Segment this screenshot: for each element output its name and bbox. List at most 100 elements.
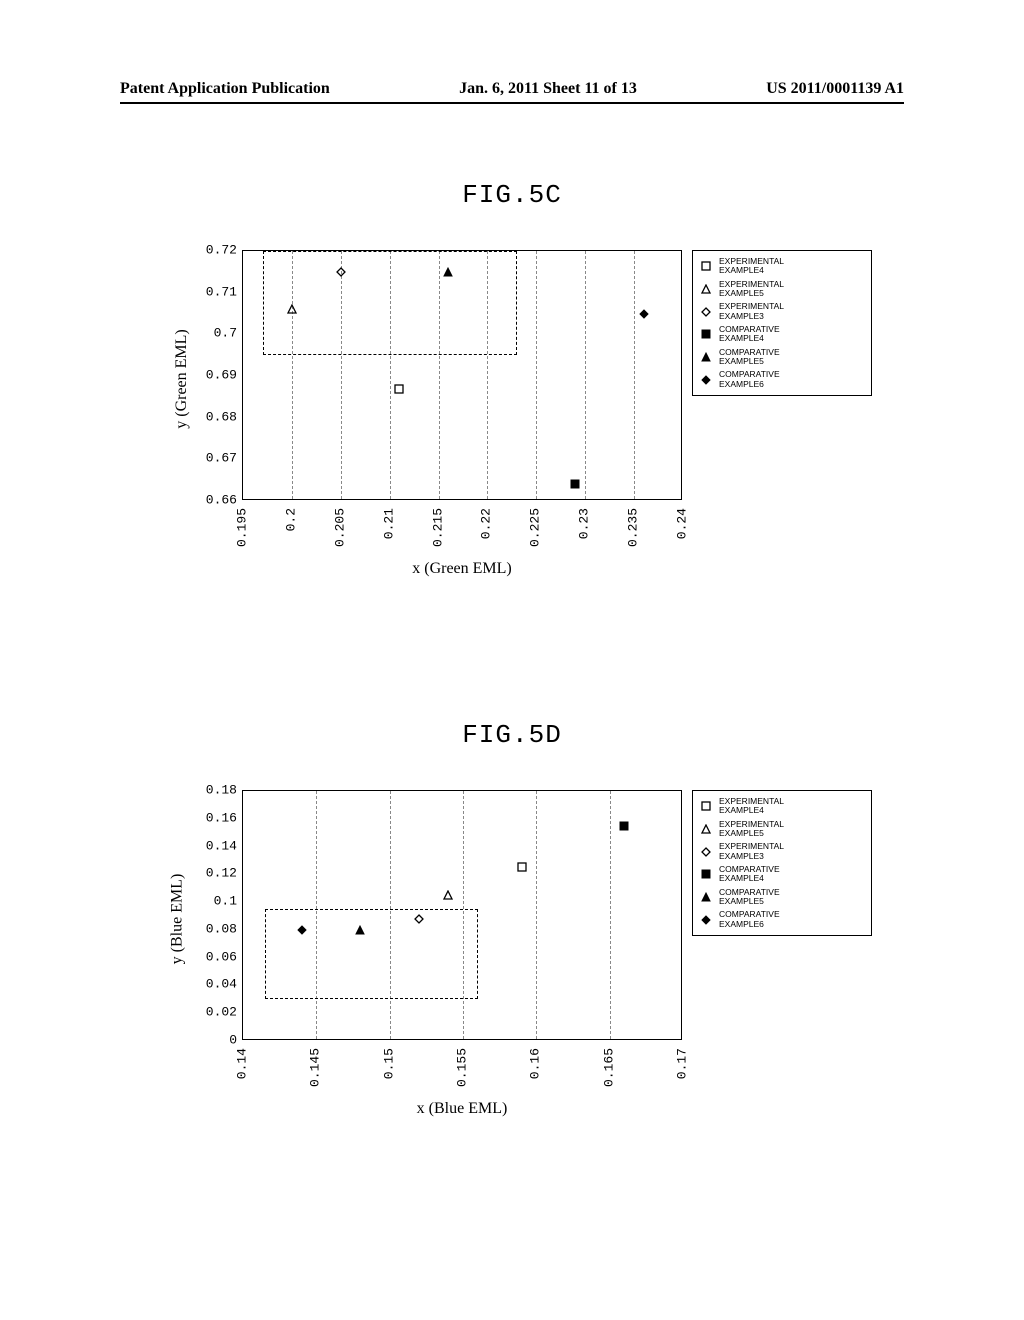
x-axis-label-5c: x (Green EML) xyxy=(242,560,682,578)
x-tick-label: 0.15 xyxy=(381,1048,396,1079)
data-point xyxy=(516,861,528,873)
data-point xyxy=(569,478,581,490)
x-tick-label: 0.24 xyxy=(675,508,690,539)
data-point xyxy=(335,266,347,278)
legend-label: EXPERIMENTALEXAMPLE4 xyxy=(719,257,784,276)
highlight-box xyxy=(265,909,478,999)
legend-marker-icon xyxy=(699,350,713,364)
y-tick-label: 0.68 xyxy=(192,409,237,424)
y-tick-label: 0.7 xyxy=(192,326,237,341)
legend-item: EXPERIMENTALEXAMPLE5 xyxy=(697,818,867,841)
plot-area-5c xyxy=(242,250,682,500)
legend-item: EXPERIMENTALEXAMPLE4 xyxy=(697,255,867,278)
legend-label: COMPARATIVEEXAMPLE4 xyxy=(719,865,780,884)
page-header: Patent Application Publication Jan. 6, 2… xyxy=(0,80,1024,98)
legend-item: COMPARATIVEEXAMPLE5 xyxy=(697,346,867,369)
legend-item: COMPARATIVEEXAMPLE5 xyxy=(697,886,867,909)
y-tick-label: 0.04 xyxy=(192,977,237,992)
legend-label: EXPERIMENTALEXAMPLE3 xyxy=(719,842,784,861)
data-point xyxy=(442,889,454,901)
chart-5c: y (Green EML) x (Green EML) EXPERIMENTAL… xyxy=(152,240,872,580)
legend-marker-icon xyxy=(699,845,713,859)
legend-item: EXPERIMENTALEXAMPLE3 xyxy=(697,840,867,863)
legend-5d: EXPERIMENTALEXAMPLE4 EXPERIMENTALEXAMPLE5… xyxy=(692,790,872,936)
data-point xyxy=(296,924,308,936)
gridline xyxy=(536,251,537,499)
data-point xyxy=(354,924,366,936)
legend-item: EXPERIMENTALEXAMPLE5 xyxy=(697,278,867,301)
header-center: Jan. 6, 2011 Sheet 11 of 13 xyxy=(459,80,637,98)
legend-label: EXPERIMENTALEXAMPLE4 xyxy=(719,797,784,816)
fig-5c-title: FIG.5C xyxy=(0,180,1024,210)
highlight-box xyxy=(263,251,517,355)
legend-marker-icon xyxy=(699,327,713,341)
header-rule xyxy=(120,102,904,104)
legend-marker-icon xyxy=(699,282,713,296)
legend-label: EXPERIMENTALEXAMPLE5 xyxy=(719,820,784,839)
data-point xyxy=(413,913,425,925)
legend-label: COMPARATIVEEXAMPLE5 xyxy=(719,348,780,367)
y-tick-label: 0.16 xyxy=(192,810,237,825)
data-point xyxy=(442,266,454,278)
x-tick-label: 0.205 xyxy=(332,508,347,547)
data-point xyxy=(618,820,630,832)
x-tick-label: 0.14 xyxy=(235,1048,250,1079)
legend-item: EXPERIMENTALEXAMPLE4 xyxy=(697,795,867,818)
x-tick-label: 0.16 xyxy=(528,1048,543,1079)
x-tick-label: 0.23 xyxy=(577,508,592,539)
x-tick-label: 0.165 xyxy=(601,1048,616,1087)
gridline xyxy=(585,251,586,499)
plot-area-5d xyxy=(242,790,682,1040)
legend-marker-icon xyxy=(699,867,713,881)
x-tick-label: 0.195 xyxy=(235,508,250,547)
y-tick-label: 0.71 xyxy=(192,284,237,299)
x-tick-label: 0.145 xyxy=(308,1048,323,1087)
x-tick-label: 0.155 xyxy=(455,1048,470,1087)
x-axis-label-5d: x (Blue EML) xyxy=(242,1100,682,1118)
gridline xyxy=(634,251,635,499)
legend-label: COMPARATIVEEXAMPLE6 xyxy=(719,370,780,389)
legend-label: COMPARATIVEEXAMPLE6 xyxy=(719,910,780,929)
header-left: Patent Application Publication xyxy=(120,80,330,98)
legend-item: COMPARATIVEEXAMPLE6 xyxy=(697,908,867,931)
legend-marker-icon xyxy=(699,305,713,319)
legend-marker-icon xyxy=(699,890,713,904)
y-tick-label: 0.1 xyxy=(192,894,237,909)
y-axis-label-5d: y (Blue EML) xyxy=(168,874,186,965)
legend-item: COMPARATIVEEXAMPLE6 xyxy=(697,368,867,391)
legend-5c: EXPERIMENTALEXAMPLE4 EXPERIMENTALEXAMPLE5… xyxy=(692,250,872,396)
legend-label: EXPERIMENTALEXAMPLE3 xyxy=(719,302,784,321)
legend-label: EXPERIMENTALEXAMPLE5 xyxy=(719,280,784,299)
chart-5d: y (Blue EML) x (Blue EML) EXPERIMENTALEX… xyxy=(152,780,872,1120)
y-tick-label: 0.72 xyxy=(192,243,237,258)
fig-5d-title: FIG.5D xyxy=(0,720,1024,750)
x-tick-label: 0.2 xyxy=(283,508,298,531)
legend-marker-icon xyxy=(699,373,713,387)
x-tick-label: 0.215 xyxy=(430,508,445,547)
x-tick-label: 0.22 xyxy=(479,508,494,539)
gridline xyxy=(536,791,537,1039)
y-tick-label: 0.18 xyxy=(192,783,237,798)
legend-marker-icon xyxy=(699,913,713,927)
legend-item: EXPERIMENTALEXAMPLE3 xyxy=(697,300,867,323)
figure-5d: FIG.5D y (Blue EML) x (Blue EML) EXPERIM… xyxy=(0,720,1024,1120)
y-tick-label: 0.69 xyxy=(192,368,237,383)
x-tick-label: 0.225 xyxy=(528,508,543,547)
figure-5c: FIG.5C y (Green EML) x (Green EML) EXPER… xyxy=(0,180,1024,580)
y-tick-label: 0.12 xyxy=(192,866,237,881)
data-point xyxy=(393,383,405,395)
y-tick-label: 0.06 xyxy=(192,949,237,964)
x-tick-label: 0.21 xyxy=(381,508,396,539)
legend-label: COMPARATIVEEXAMPLE5 xyxy=(719,888,780,907)
y-tick-label: 0.14 xyxy=(192,838,237,853)
x-tick-label: 0.235 xyxy=(626,508,641,547)
y-axis-label-5c: y (Green EML) xyxy=(173,329,191,429)
legend-label: COMPARATIVEEXAMPLE4 xyxy=(719,325,780,344)
y-tick-label: 0.02 xyxy=(192,1005,237,1020)
x-tick-label: 0.17 xyxy=(675,1048,690,1079)
y-tick-label: 0.66 xyxy=(192,493,237,508)
legend-item: COMPARATIVEEXAMPLE4 xyxy=(697,323,867,346)
y-tick-label: 0 xyxy=(192,1033,237,1048)
legend-marker-icon xyxy=(699,799,713,813)
legend-item: COMPARATIVEEXAMPLE4 xyxy=(697,863,867,886)
